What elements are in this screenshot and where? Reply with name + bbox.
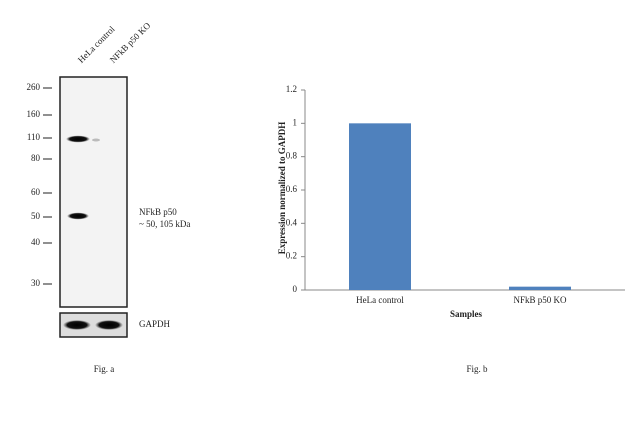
band-size: ~ 50, 105 kDa [139, 219, 190, 229]
caption: Fig. b [466, 364, 488, 374]
marker-label: 110 [27, 132, 41, 142]
y-tick-label: 0.4 [286, 217, 298, 227]
marker-label: 40 [31, 237, 41, 247]
y-tick-label: 0.6 [286, 184, 298, 194]
blot-band [67, 212, 89, 220]
y-tick-label: 1 [293, 117, 298, 127]
gapdh-band [95, 320, 123, 330]
y-tick-label: 0 [293, 284, 298, 294]
lane-label: NFkB p50 KO [108, 20, 153, 65]
y-tick-label: 0.8 [286, 151, 298, 161]
blot-membrane [59, 76, 128, 308]
marker-label: 80 [31, 153, 41, 163]
y-axis-label: Expression normalized to GAPDH [277, 122, 287, 255]
y-tick-label: 0.2 [286, 251, 297, 261]
blot-band [66, 135, 90, 143]
x-tick-label: HeLa control [356, 295, 404, 305]
caption: Fig. a [94, 364, 115, 374]
y-tick-label: 1.2 [286, 84, 297, 94]
bar [349, 123, 411, 290]
marker-label: 50 [31, 211, 41, 221]
gapdh-band [63, 320, 91, 330]
marker-label: 160 [27, 109, 41, 119]
marker-label: 260 [27, 82, 41, 92]
bar [509, 286, 571, 290]
x-axis-label: Samples [450, 309, 483, 319]
marker-label: 30 [31, 278, 41, 288]
x-tick-label: NFkB p50 KO [513, 295, 567, 305]
blot-band [92, 138, 100, 142]
loading-control-label: GAPDH [139, 319, 171, 329]
band-label: NFkB p50 [139, 207, 177, 217]
marker-label: 60 [31, 187, 41, 197]
